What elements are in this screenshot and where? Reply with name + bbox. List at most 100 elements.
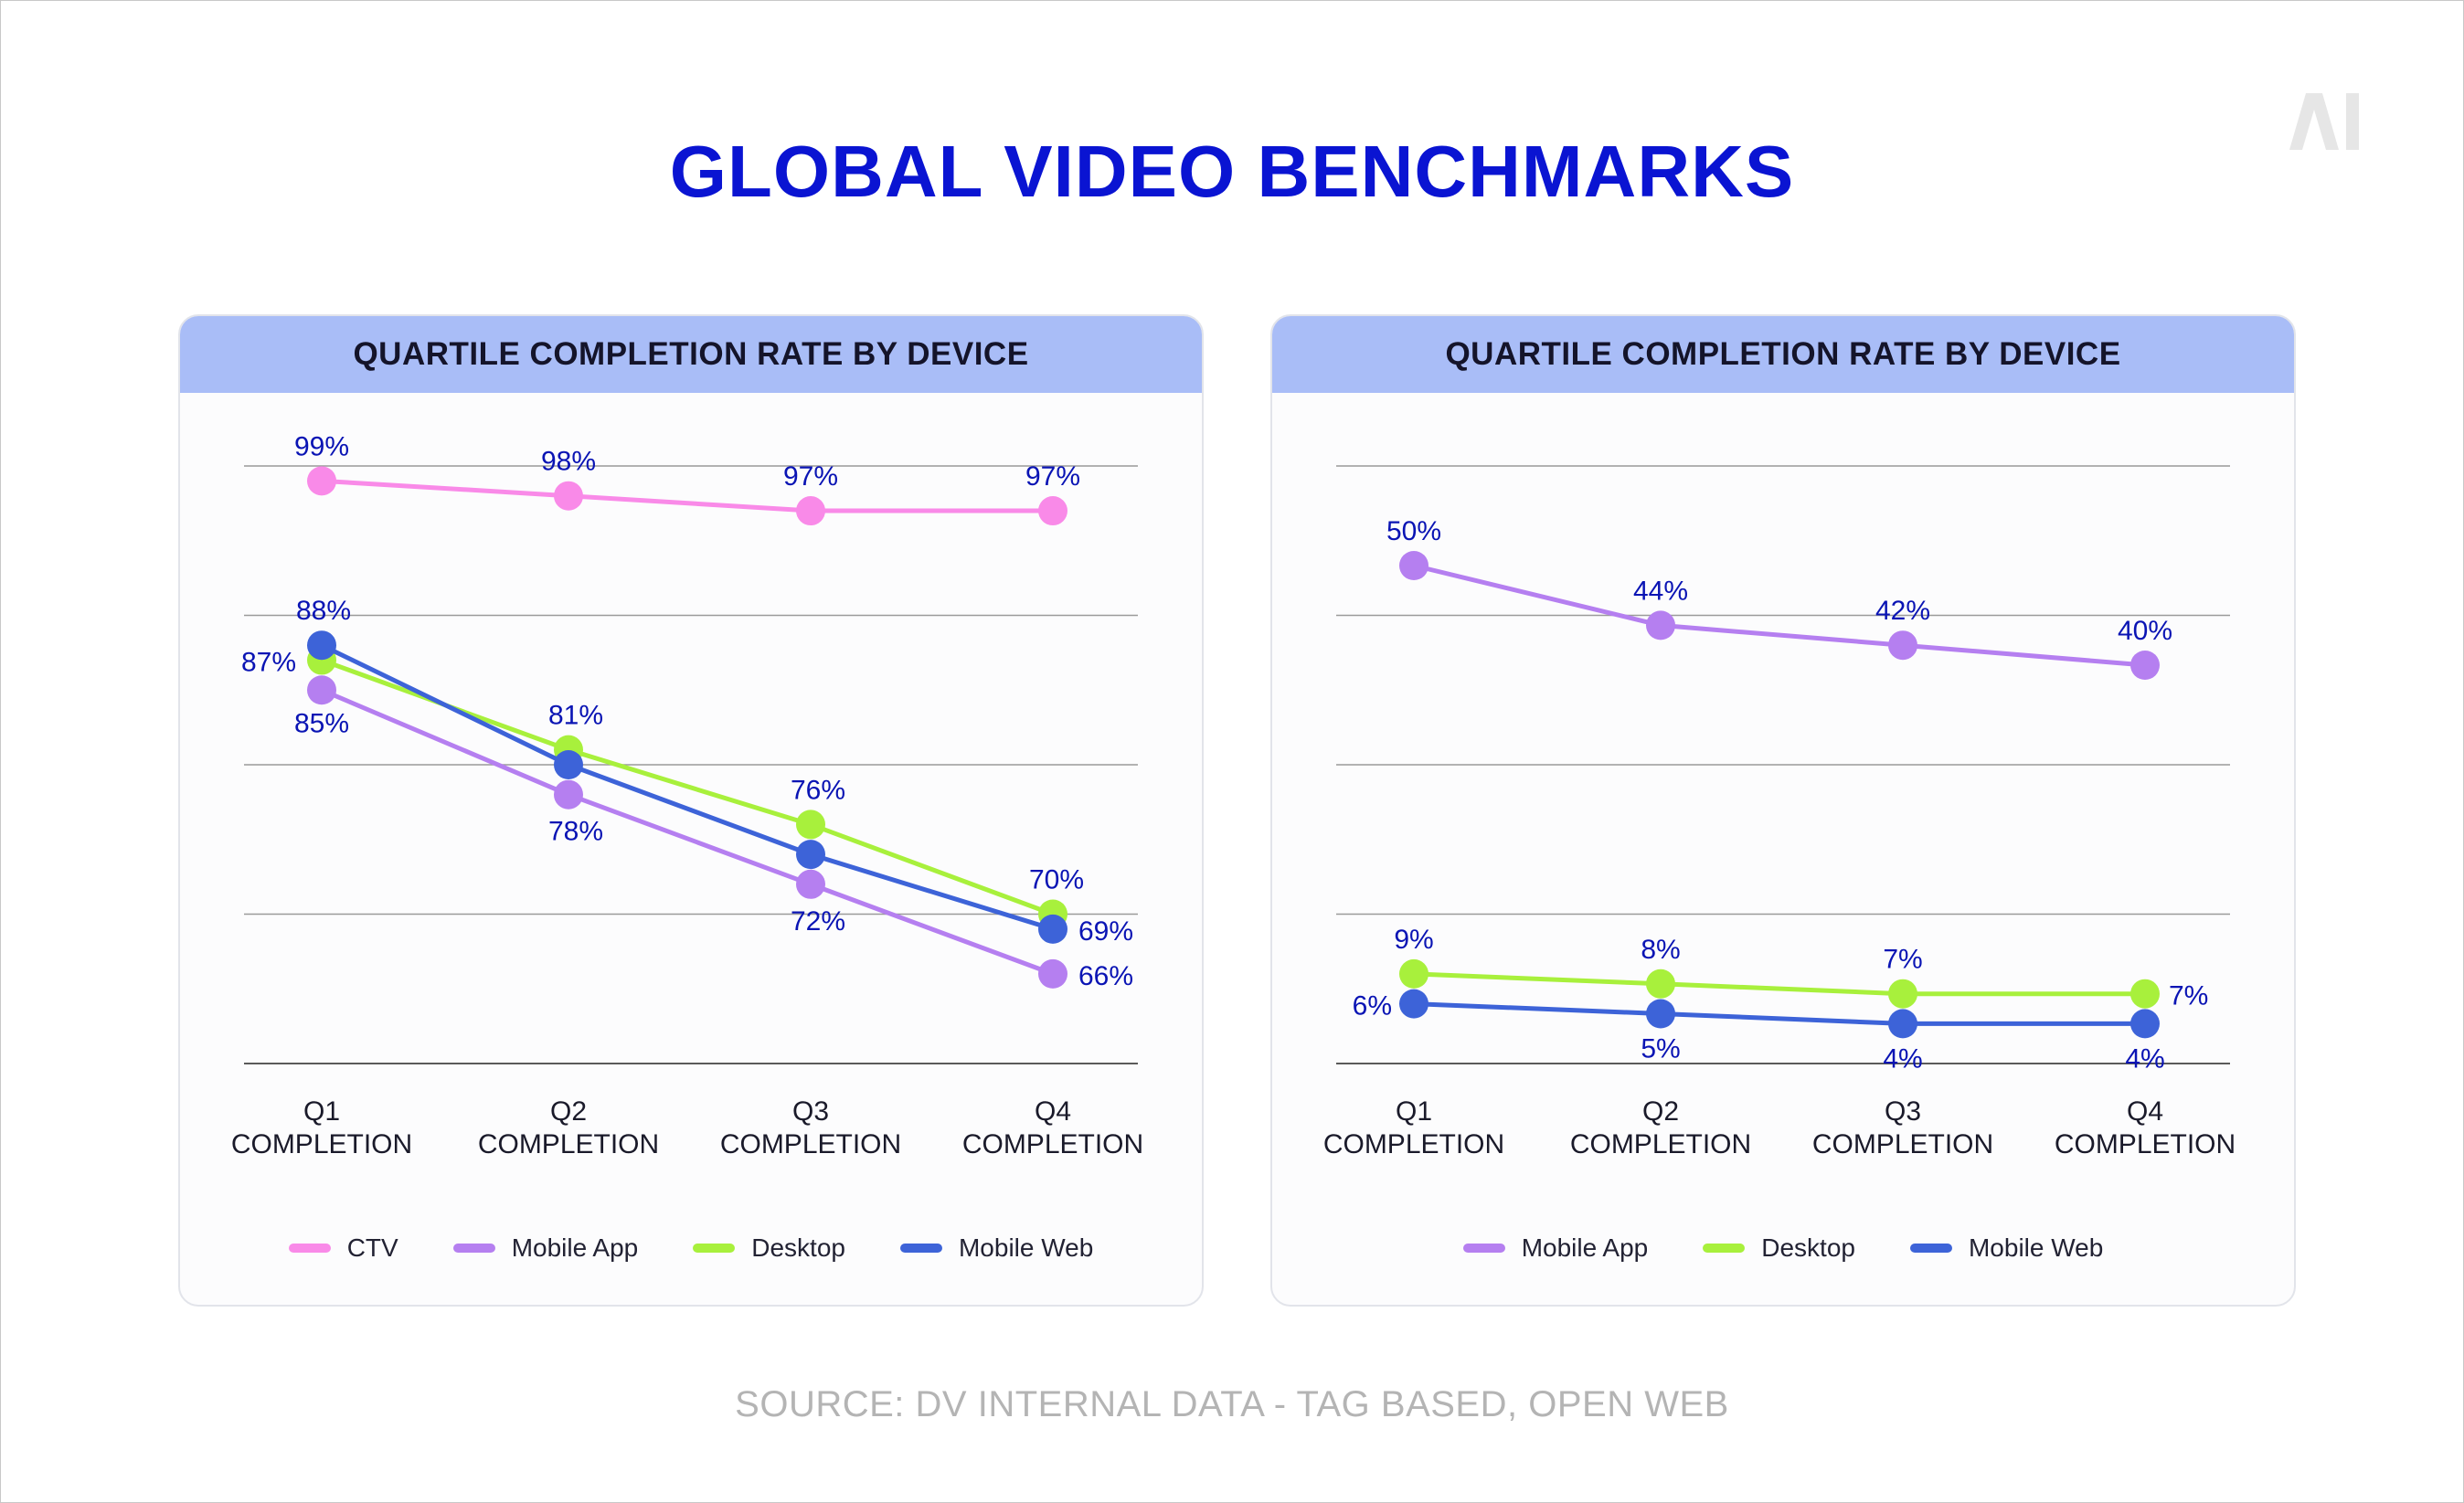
line-chart-left: Q1 COMPLETION Q2 COMPLETION Q3 COMPLETION Q4 CO… [231, 431, 1143, 1159]
legend-swatch [452, 1244, 495, 1253]
data-point [796, 810, 825, 840]
data-label: 4% [2125, 1043, 2164, 1074]
data-label: 6% [1353, 991, 1392, 1021]
legend-item-desktop: Desktop [693, 1233, 845, 1263]
series-line [321, 478, 1053, 513]
data-label: 98% [541, 447, 596, 477]
data-point [2130, 1009, 2160, 1039]
x-tick-label: Q4 COMPLETION [962, 1096, 1143, 1159]
x-tick-label: Q3 COMPLETION [1812, 1096, 1993, 1159]
series-desktop: 9% 8% 7% 7% [1394, 925, 2208, 1011]
legend-label: Mobile App [1521, 1233, 1649, 1262]
legend-label: Desktop [751, 1233, 845, 1262]
data-point [1888, 630, 1917, 661]
data-point [1038, 958, 1067, 989]
legend-swatch [1909, 1244, 1952, 1253]
legend-item-mobile-app: Mobile App [1462, 1233, 1649, 1263]
data-point [554, 481, 583, 511]
data-point [307, 630, 336, 661]
data-label: 88% [296, 596, 351, 626]
legend-item-ctv: CTV [288, 1233, 398, 1263]
data-point [554, 750, 583, 779]
x-tick-label: Q2 COMPLETION [478, 1096, 659, 1159]
data-label: 69% [1078, 916, 1133, 947]
x-tick-label: Q1 COMPLETION [1323, 1096, 1504, 1159]
legend-swatch [899, 1244, 942, 1253]
legend-label: Mobile Web [1968, 1233, 2104, 1262]
data-label: 44% [1633, 576, 1688, 606]
x-tick-label: Q4 COMPLETION [2055, 1096, 2236, 1159]
legend-item-mobile-web: Mobile Web [1909, 1233, 2104, 1263]
data-point [1646, 999, 1675, 1029]
data-label: 97% [1025, 461, 1080, 492]
data-label: 9% [1394, 925, 1433, 955]
data-point [1888, 979, 1917, 1009]
data-point [796, 840, 825, 870]
legend-item-mobile-web: Mobile Web [899, 1233, 1094, 1263]
legend-swatch [1462, 1244, 1505, 1253]
legend: CTV Mobile App Desktop Mobile Web [180, 1230, 1202, 1266]
data-point [2130, 979, 2160, 1009]
data-label: 8% [1641, 935, 1680, 965]
data-point [1399, 989, 1428, 1019]
data-label: 7% [1883, 945, 1922, 975]
data-label: 81% [548, 701, 603, 731]
legend-item-desktop: Desktop [1703, 1233, 1855, 1263]
data-point [307, 466, 336, 496]
x-tick-label: Q1 COMPLETION [231, 1096, 412, 1159]
legend-swatch [288, 1244, 331, 1253]
data-label: 5% [1641, 1034, 1680, 1064]
data-label: 50% [1386, 516, 1441, 546]
series-line [321, 687, 1054, 977]
legend-swatch [1703, 1244, 1746, 1253]
data-point [1399, 551, 1428, 580]
data-label: 85% [294, 708, 349, 738]
data-point [796, 496, 825, 526]
data-point [1888, 1009, 1917, 1039]
legend-swatch [693, 1244, 736, 1253]
chart-title: QUARTILE COMPLETION RATE BY DEVICE [180, 316, 1202, 393]
data-label: 97% [783, 461, 838, 492]
series-line [1413, 563, 2146, 668]
data-point [1038, 496, 1067, 526]
x-tick-label: Q2 COMPLETION [1570, 1096, 1751, 1159]
series-mobile-app: 85% 78% 72% 66% [294, 675, 1133, 991]
gridlines [244, 465, 1138, 1064]
data-point [1646, 968, 1675, 999]
data-label: 40% [2118, 616, 2172, 646]
source-note: SOURCE: DV INTERNAL DATA - TAG BASED, OP… [735, 1384, 1729, 1424]
chart-panel-left: QUARTILE COMPLETION RATE BY DEVICE Q1 COM… [178, 314, 1204, 1307]
legend-label: Mobile App [511, 1233, 639, 1262]
data-label: 42% [1875, 596, 1930, 626]
x-tick-label: Q3 COMPLETION [720, 1096, 901, 1159]
series-line [1413, 1001, 2145, 1026]
data-point [796, 869, 825, 899]
data-label: 78% [548, 817, 603, 847]
series-mobile-app: 50% 44% 42% 40% [1386, 516, 2172, 680]
brand-logo [2289, 93, 2359, 150]
series-mobile-web: 88% 69% [296, 596, 1133, 947]
gridlines [1336, 465, 2230, 1064]
legend-label: Desktop [1761, 1233, 1855, 1262]
data-point [1646, 610, 1675, 640]
data-point [2130, 651, 2160, 680]
series-line [1413, 971, 2145, 997]
series-line [320, 642, 1054, 932]
data-label: 4% [1883, 1043, 1922, 1074]
data-point [307, 675, 336, 705]
data-point [1399, 958, 1428, 989]
data-label: 7% [2169, 981, 2208, 1011]
data-label: 76% [791, 775, 845, 805]
legend: Mobile App Desktop Mobile Web [1272, 1230, 2294, 1266]
legend-label: Mobile Web [958, 1233, 1094, 1262]
series-desktop: 87% 81% 76% 70% [241, 645, 1084, 929]
data-label: 72% [791, 906, 845, 937]
data-point [554, 779, 583, 810]
data-label: 87% [241, 648, 296, 678]
data-point [1038, 914, 1067, 944]
data-label: 70% [1029, 865, 1084, 895]
page-title: GLOBAL VIDEO BENCHMARKS [669, 131, 1795, 212]
series-mobile-web: 6% 5% 4% 4% [1353, 989, 2165, 1074]
chart-title: QUARTILE COMPLETION RATE BY DEVICE [1272, 316, 2294, 393]
legend-label: CTV [346, 1233, 398, 1262]
